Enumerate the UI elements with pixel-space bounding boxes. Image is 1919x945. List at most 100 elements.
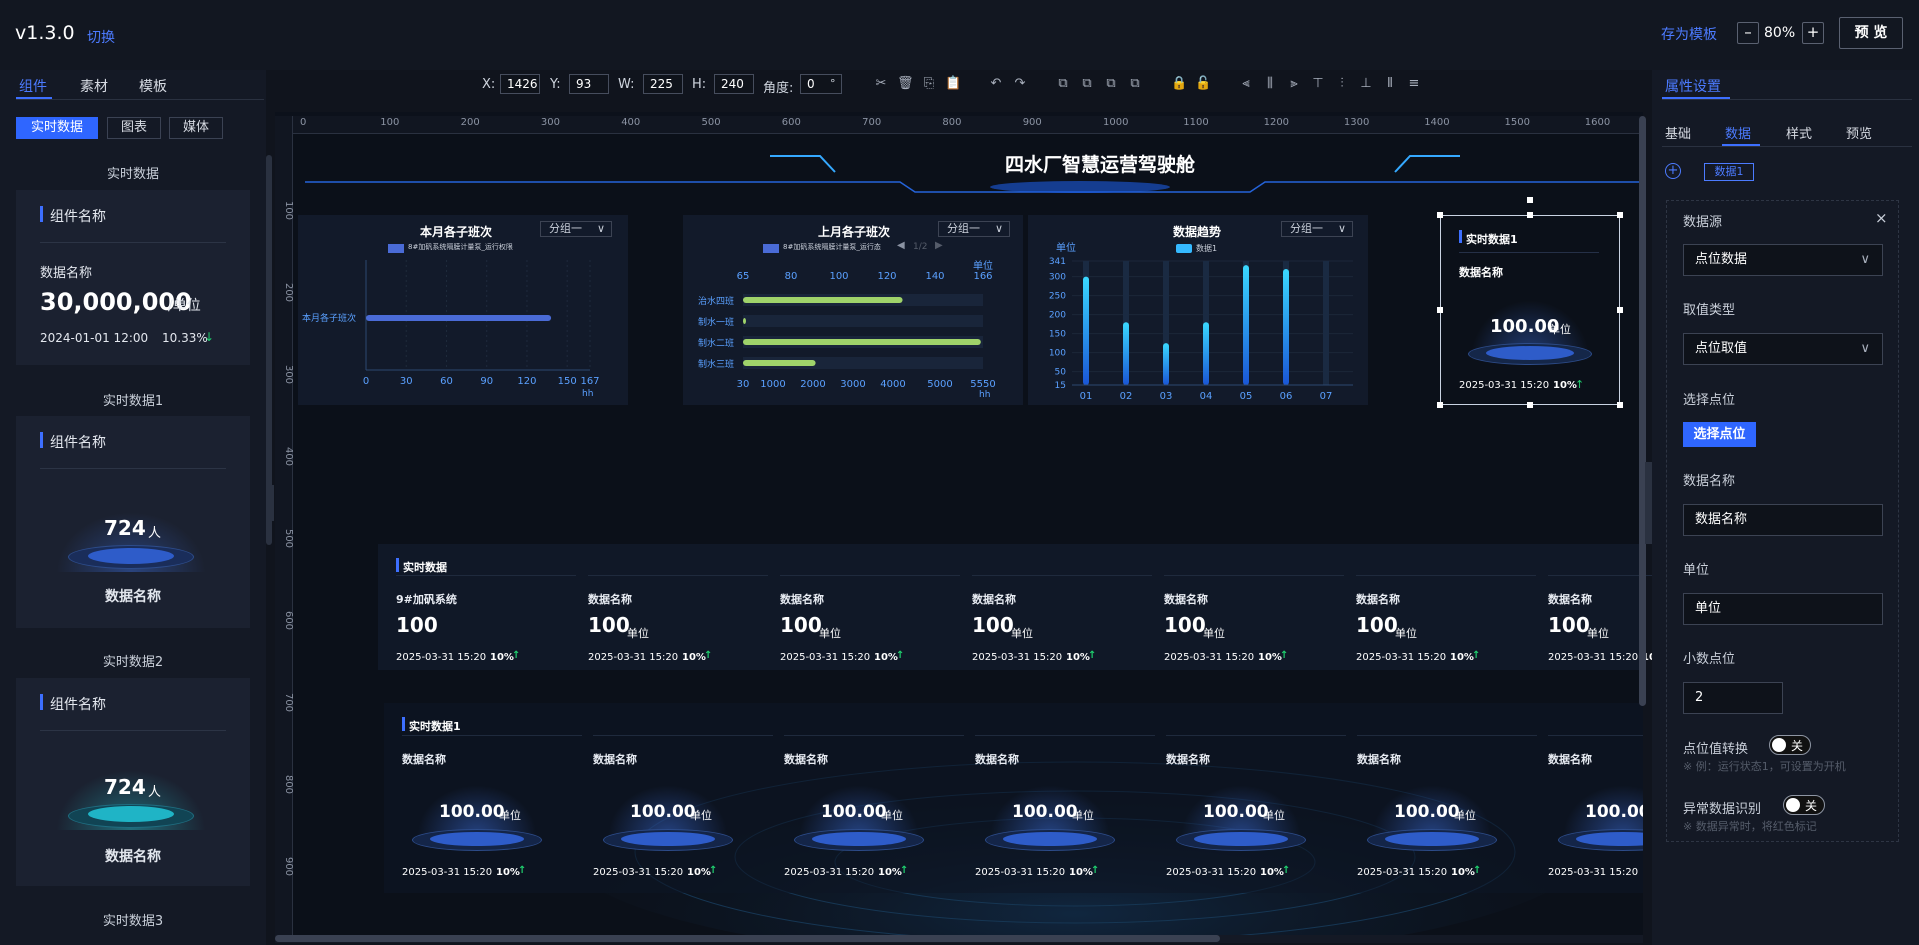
tab-materials[interactable]: 素材 [80, 76, 108, 96]
metric-cell[interactable]: 数据名称 100.00 单位 2025-03-31 15:20 10% ↑ [593, 735, 773, 885]
switch-link[interactable]: 切换 [87, 27, 115, 47]
unlock-icon[interactable]: 🔓 [1195, 76, 1211, 92]
subtab-realtime[interactable]: 实时数据 [16, 117, 98, 139]
zoom-out-button[interactable]: – [1737, 22, 1759, 44]
cell-divider [588, 575, 768, 576]
metric-value: 100.00 [1203, 802, 1269, 822]
h-input[interactable]: 240 [714, 74, 754, 94]
legend-page: 1/2 [913, 242, 927, 252]
subtab-charts[interactable]: 图表 [107, 117, 161, 139]
v-scrollbar[interactable] [1639, 116, 1646, 706]
collapse-right-handle[interactable] [1645, 462, 1652, 544]
tab-components[interactable]: 组件 [19, 76, 47, 96]
send-back-icon[interactable]: ⧉ [1127, 76, 1143, 92]
distribute-h-icon[interactable]: ⫴ [1382, 76, 1398, 92]
w-input[interactable]: 225 [643, 74, 683, 94]
align-bottom-icon[interactable]: ⊥ [1358, 76, 1374, 92]
source-select[interactable]: 点位数据 ∨ [1683, 244, 1883, 276]
y-input[interactable]: 93 [569, 74, 609, 94]
align-top-icon[interactable]: ⊤ [1310, 76, 1326, 92]
x-tick-label: 0 [363, 376, 369, 387]
align-right-icon[interactable]: ⫸ [1286, 76, 1302, 92]
tab-basic[interactable]: 基础 [1665, 123, 1691, 142]
close-icon[interactable]: × [1875, 209, 1888, 227]
legend-next-icon[interactable]: ▶ [935, 240, 943, 251]
x-tick-label: 150 [558, 376, 577, 387]
chevron-down-icon: ∨ [995, 222, 1003, 236]
metric-cell[interactable]: 数据名称 100.00 单位 2025-03-31 15:20 10% ↑ [402, 735, 582, 885]
component-card-realtime[interactable]: 组件名称 数据名称 30,000,000 /单位 2024-01-01 12:0… [16, 190, 250, 365]
tab-templates[interactable]: 模板 [139, 76, 167, 96]
resize-handle[interactable] [1527, 212, 1533, 218]
align-center-icon[interactable]: ⫼ [1262, 76, 1278, 92]
align-middle-icon[interactable]: ⫶ [1334, 76, 1350, 92]
data-tag[interactable]: 数据1 [1704, 163, 1754, 181]
metric-cell[interactable]: 9#加矾系统 100 2025-03-31 15:20 10% ↑ [396, 575, 576, 665]
copy-icon[interactable]: ⎘ [921, 76, 937, 92]
lock-icon[interactable]: 🔒 [1171, 76, 1187, 92]
send-backward-icon[interactable]: ⧉ [1103, 76, 1119, 92]
paste-icon[interactable]: 📋 [945, 76, 961, 92]
resize-handle[interactable] [1617, 402, 1623, 408]
chart-monthly-bars: 0 30 60 90 120 150 167本月各子班次hh [298, 255, 628, 405]
zoom-in-button[interactable]: + [1802, 22, 1824, 44]
resize-handle[interactable] [1527, 402, 1533, 408]
metric-cell[interactable]: 数据名称 100.00 单位 2025-03-31 15:20 10% ↑ [1166, 735, 1346, 885]
tab-data[interactable]: 数据 [1725, 123, 1751, 142]
component-card-realtime1[interactable]: 组件名称 724 人 数据名称 [16, 416, 250, 628]
preview-button[interactable]: 预 览 [1839, 17, 1903, 49]
align-left-icon[interactable]: ⫷ [1238, 76, 1254, 92]
group-select[interactable]: 分组一 ∨ [540, 221, 612, 237]
x-tick-label: 02 [1120, 391, 1133, 402]
redo-icon[interactable]: ↷ [1012, 76, 1028, 92]
y-category-label: 治水四班 [698, 295, 734, 307]
bring-front-icon[interactable]: ⧉ [1055, 76, 1071, 92]
save-template-button[interactable]: 存为模板 [1661, 24, 1717, 44]
cut-icon[interactable]: ✂ [873, 76, 889, 92]
resize-handle[interactable] [1617, 212, 1623, 218]
collapse-left-handle[interactable] [266, 485, 274, 521]
delete-icon[interactable]: 🗑 [897, 76, 913, 92]
bar [1163, 343, 1169, 385]
distribute-v-icon[interactable]: ≡ [1406, 76, 1422, 92]
x-tick-label: 120 [517, 376, 536, 387]
bring-forward-icon[interactable]: ⧉ [1079, 76, 1095, 92]
name-input[interactable]: 数据名称 [1683, 504, 1883, 536]
resize-handle[interactable] [1617, 307, 1623, 313]
select-point-button[interactable]: 选择点位 [1683, 422, 1756, 447]
group-select[interactable]: 分组一 ∨ [938, 221, 1010, 237]
metric-cell[interactable]: 数据名称 100.00 单位 2025-03-31 15:20 10% ↑ [1357, 735, 1537, 885]
component-card-realtime2[interactable]: 组件名称 724 人 数据名称 [16, 678, 250, 886]
metric-value: 100.00 [821, 802, 887, 822]
resize-handle[interactable] [1527, 197, 1533, 203]
legend-prev-icon[interactable]: ◀ [897, 240, 905, 251]
undo-icon[interactable]: ↶ [988, 76, 1004, 92]
angle-label: 角度: [763, 77, 793, 96]
angle-input[interactable]: 0 [800, 74, 842, 94]
resize-handle[interactable] [1437, 402, 1443, 408]
unit-input[interactable]: 单位 [1683, 593, 1883, 625]
tab-style[interactable]: 样式 [1786, 123, 1812, 142]
group-select[interactable]: 分组一 ∨ [1281, 221, 1353, 237]
convert-toggle[interactable]: 关 [1769, 735, 1811, 755]
abnormal-toggle[interactable]: 关 [1783, 795, 1825, 815]
subtab-media[interactable]: 媒体 [169, 117, 223, 139]
legend-label: 8#加矾系统隔膜计量泵_运行权限 [408, 242, 513, 252]
metric-cell[interactable]: 数据名称 100.00 单位 2025-03-31 15:20 10% ↑ [975, 735, 1155, 885]
resize-handle[interactable] [1437, 212, 1443, 218]
h-scrollbar[interactable] [275, 935, 1220, 942]
value-type-select[interactable]: 点位取值 ∨ [1683, 333, 1883, 365]
resize-handle[interactable] [1437, 307, 1443, 313]
add-data-icon[interactable]: + [1665, 163, 1681, 179]
x-input[interactable]: 1426 [500, 74, 540, 94]
tab-properties[interactable]: 属性设置 [1665, 76, 1721, 96]
metric-cell[interactable]: 数据名称 100.00 单位 2025-03-31 15:20 10% ↑ [784, 735, 964, 885]
tab-preview[interactable]: 预览 [1846, 123, 1872, 142]
decimal-input[interactable]: 2 [1683, 682, 1783, 714]
